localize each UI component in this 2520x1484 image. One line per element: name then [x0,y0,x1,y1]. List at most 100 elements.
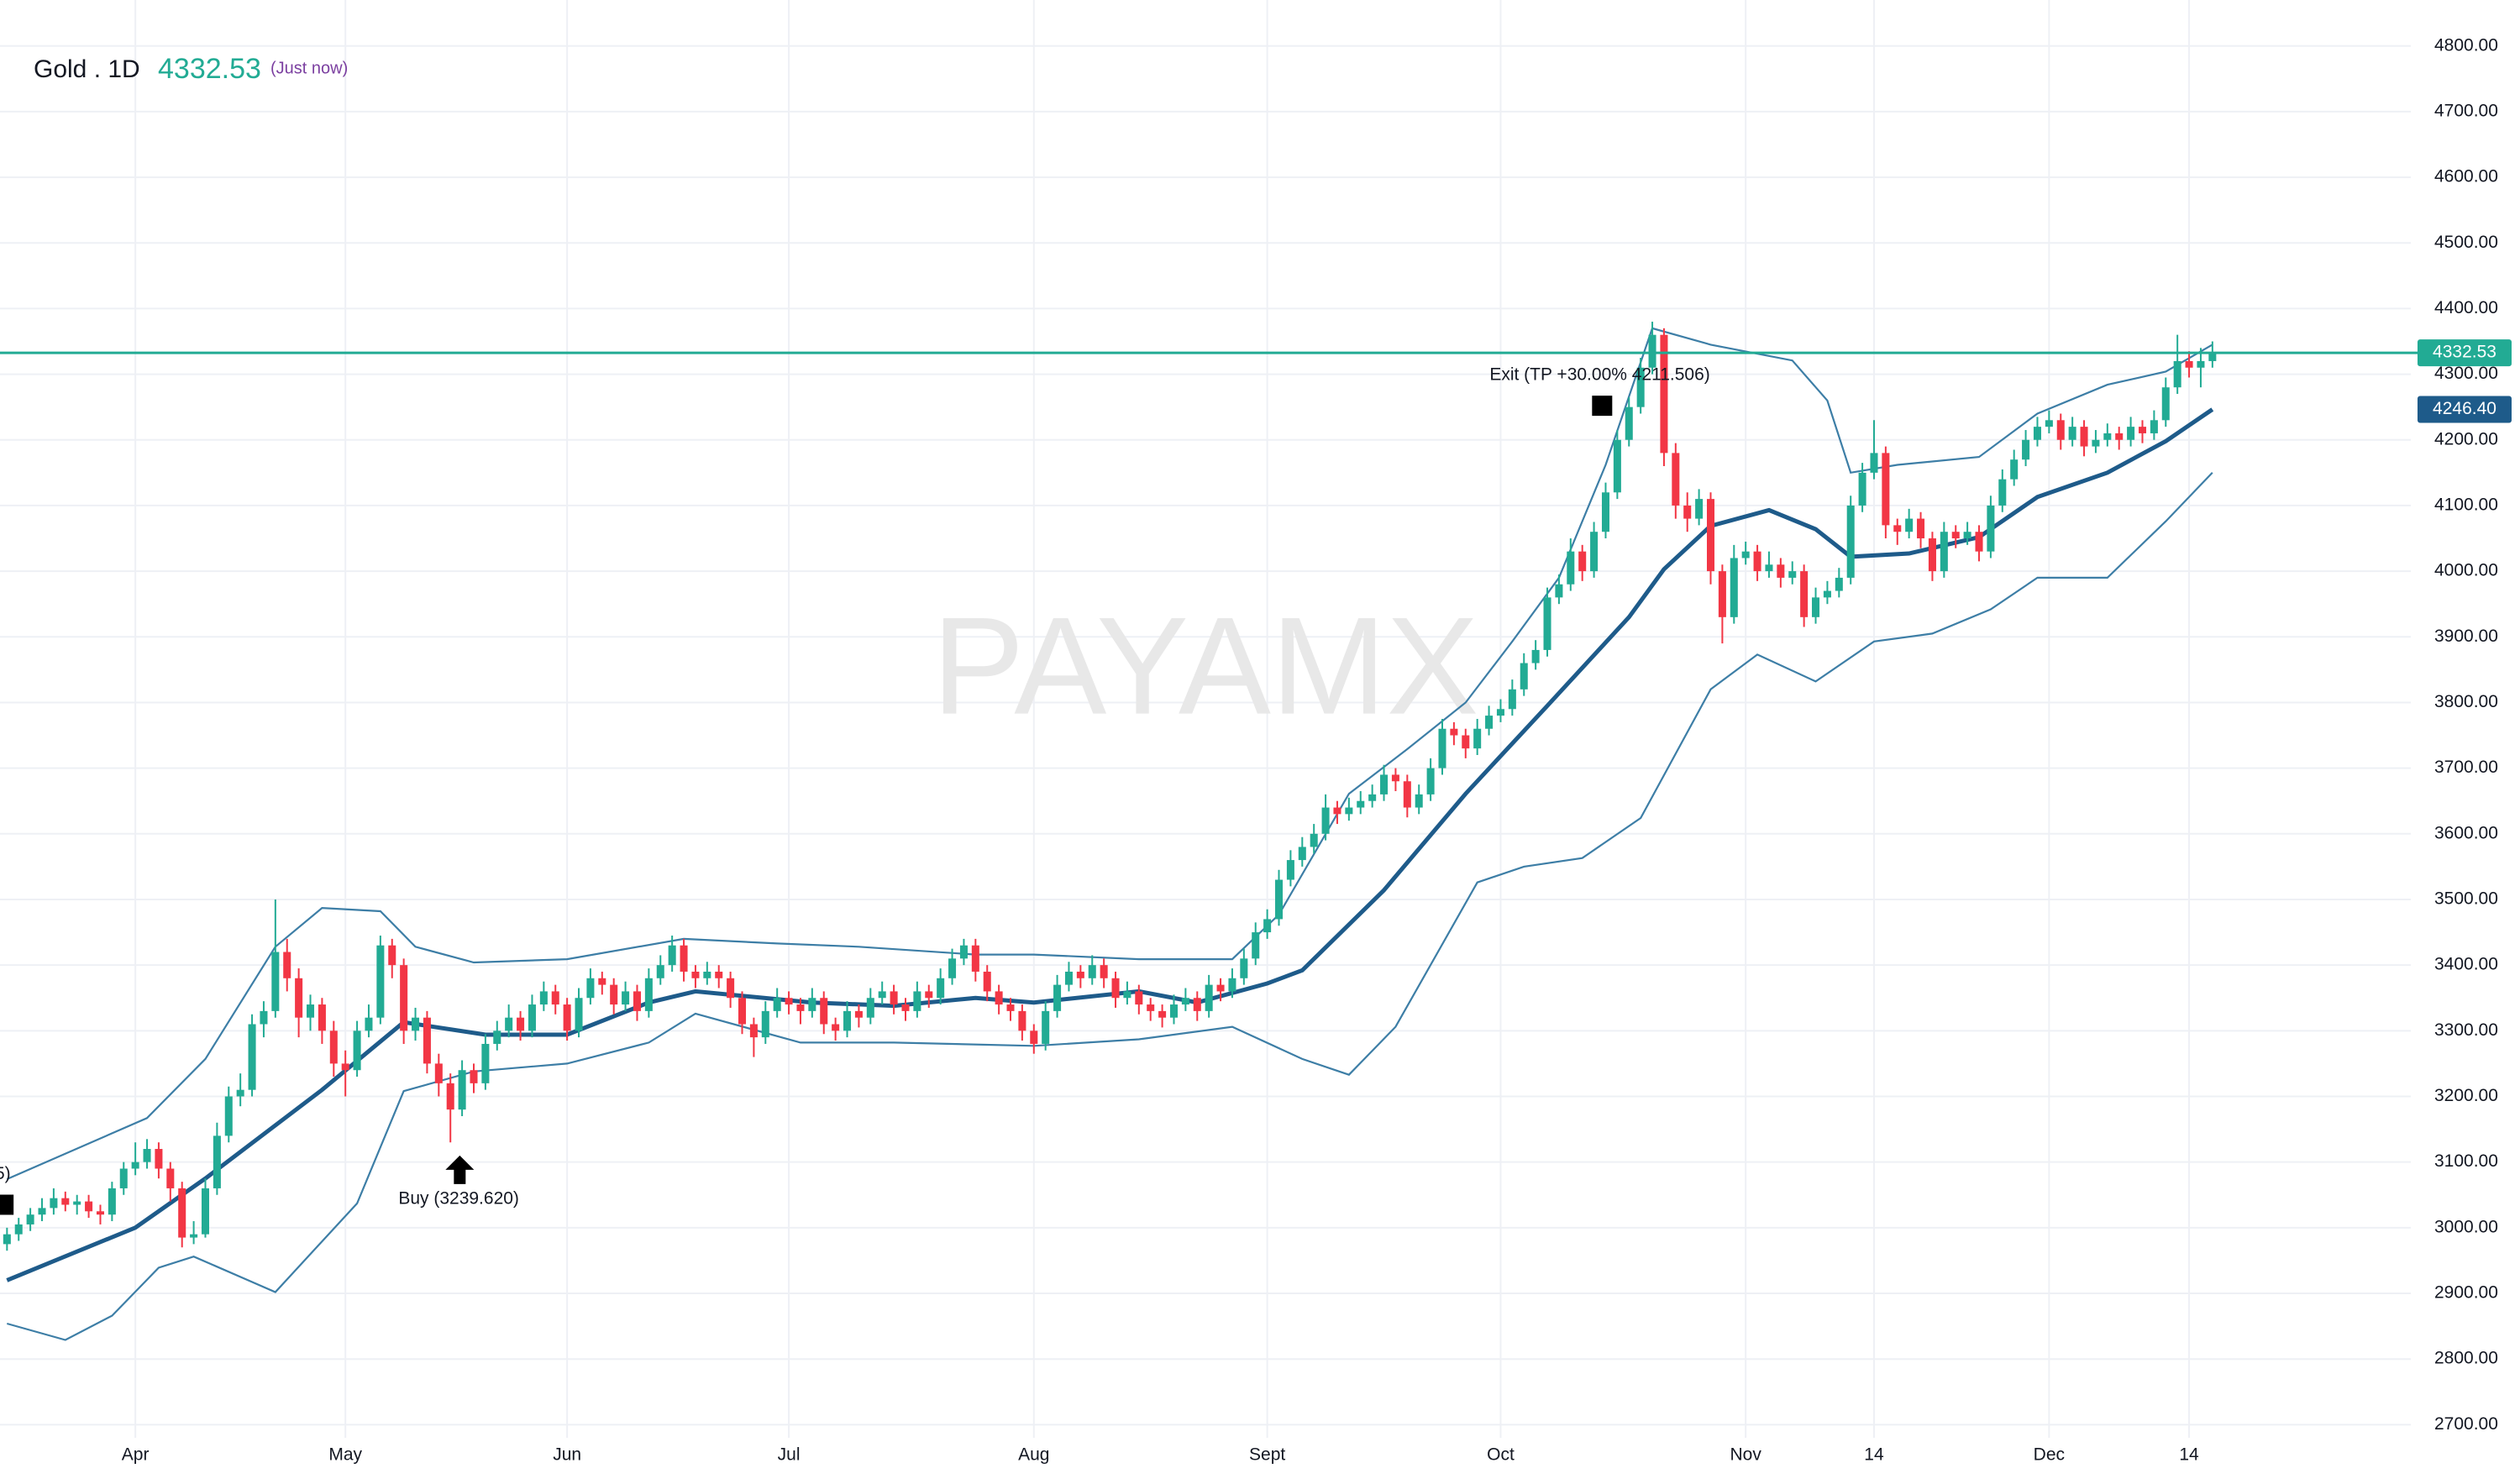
candle-body [201,1188,210,1235]
candle-body [1567,551,1575,585]
candle-body [727,978,735,999]
x-tick-label: Oct [1487,1445,1515,1465]
candle-body [2103,433,2112,440]
candle-body [307,1004,315,1018]
candle-body [1508,689,1516,710]
candle-body [1765,564,1773,572]
candle-body [971,945,979,972]
x-tick-label: 14 [1864,1445,1884,1465]
candle-body [2208,353,2217,361]
candle-body [1030,1030,1038,1044]
candle-body [155,1149,163,1169]
candle-body [1683,505,1692,519]
candle-body [119,1168,128,1188]
candle-body [329,1030,338,1064]
last-price-label: 4332.53 [2433,343,2496,362]
candle-body [1905,518,1914,532]
candle-body [843,1010,852,1031]
symbol: Gold . 1D [34,55,140,83]
candle-body [1018,1010,1026,1031]
candle-body [470,1070,478,1083]
candle-body [1590,532,1599,572]
candle-body [365,1017,373,1031]
candle-body [1613,439,1621,493]
candle-body [1228,978,1236,992]
last-price-box [2418,339,2512,367]
candle-body [505,1017,513,1031]
candle-body [400,965,408,1031]
candle-body [1485,716,1494,729]
candle-body [1391,774,1399,782]
y-tick-label: 3400.00 [2434,955,2498,974]
candle-body [1438,728,1446,768]
candle-body [1473,728,1482,749]
candle-body [2138,427,2147,433]
candle-body [96,1211,104,1215]
y-tick-label: 4500.00 [2434,233,2498,252]
candle-body [1147,1004,1155,1011]
x-tick-label: Jun [553,1445,581,1465]
candle-body [937,978,945,999]
y-tick-label: 4800.00 [2434,35,2498,55]
y-tick-label: 3100.00 [2434,1151,2498,1171]
candle-body [2033,427,2041,440]
candle-body [1672,453,1680,506]
candle-body [749,1024,758,1038]
candle-body [656,965,664,978]
candle-body [2010,459,2019,480]
candle-body [995,991,1003,1005]
candle-body [761,1010,769,1038]
candle-body [1193,998,1201,1011]
candle-body [236,1089,244,1097]
candle-body [1053,984,1062,1011]
candle-body [517,1017,525,1031]
candle-body [376,945,385,1018]
candle-body [3,1234,11,1245]
y-tick-label: 4700.00 [2434,101,2498,120]
candle-body [2092,439,2100,447]
candle-body [61,1198,70,1205]
candle-body [271,952,280,1011]
candle-body [1042,1010,1050,1044]
candle-body [1777,564,1785,578]
candle-body [948,958,957,978]
candle-body [1625,406,1633,440]
candle-body [1648,334,1656,368]
candle-body [913,991,921,1011]
candle-body [1158,1010,1167,1018]
candle-body [1169,1004,1179,1018]
candle-body [85,1201,93,1212]
candle-body [14,1224,23,1235]
band-lower [7,472,2213,1341]
candle-body [528,1004,536,1031]
candle-body [1975,532,1983,552]
candle-body [1858,472,1866,506]
candle-body [2068,427,2076,440]
candle-body [1601,492,1609,532]
candle-body [73,1201,81,1205]
candle-body [983,971,991,992]
candle-body [1578,551,1587,572]
y-tick-label: 4400.00 [2434,298,2498,317]
trade-label: Buy (3239.620) [398,1188,519,1208]
candle-body [434,1063,443,1083]
candle-body [925,991,933,999]
trade-label: 00% 2994.615) [0,1164,11,1183]
candle-body [1321,807,1330,834]
candle-body [1275,879,1284,920]
x-tick-label: May [328,1445,362,1465]
candle-body [1088,965,1096,978]
candle-body [1706,499,1715,572]
candle-body [493,1030,501,1044]
candle-body [1660,334,1668,454]
candle-body [1846,505,1855,578]
candle-body [2150,420,2158,433]
candle-body [295,978,303,1018]
candle-body [691,971,700,978]
x-tick-label: 14 [2179,1445,2199,1465]
candle-body [1741,551,1750,558]
candle-body [2161,387,2170,421]
candle-body [610,984,618,1005]
candle-body [563,1004,571,1031]
candle-body [854,1010,863,1018]
